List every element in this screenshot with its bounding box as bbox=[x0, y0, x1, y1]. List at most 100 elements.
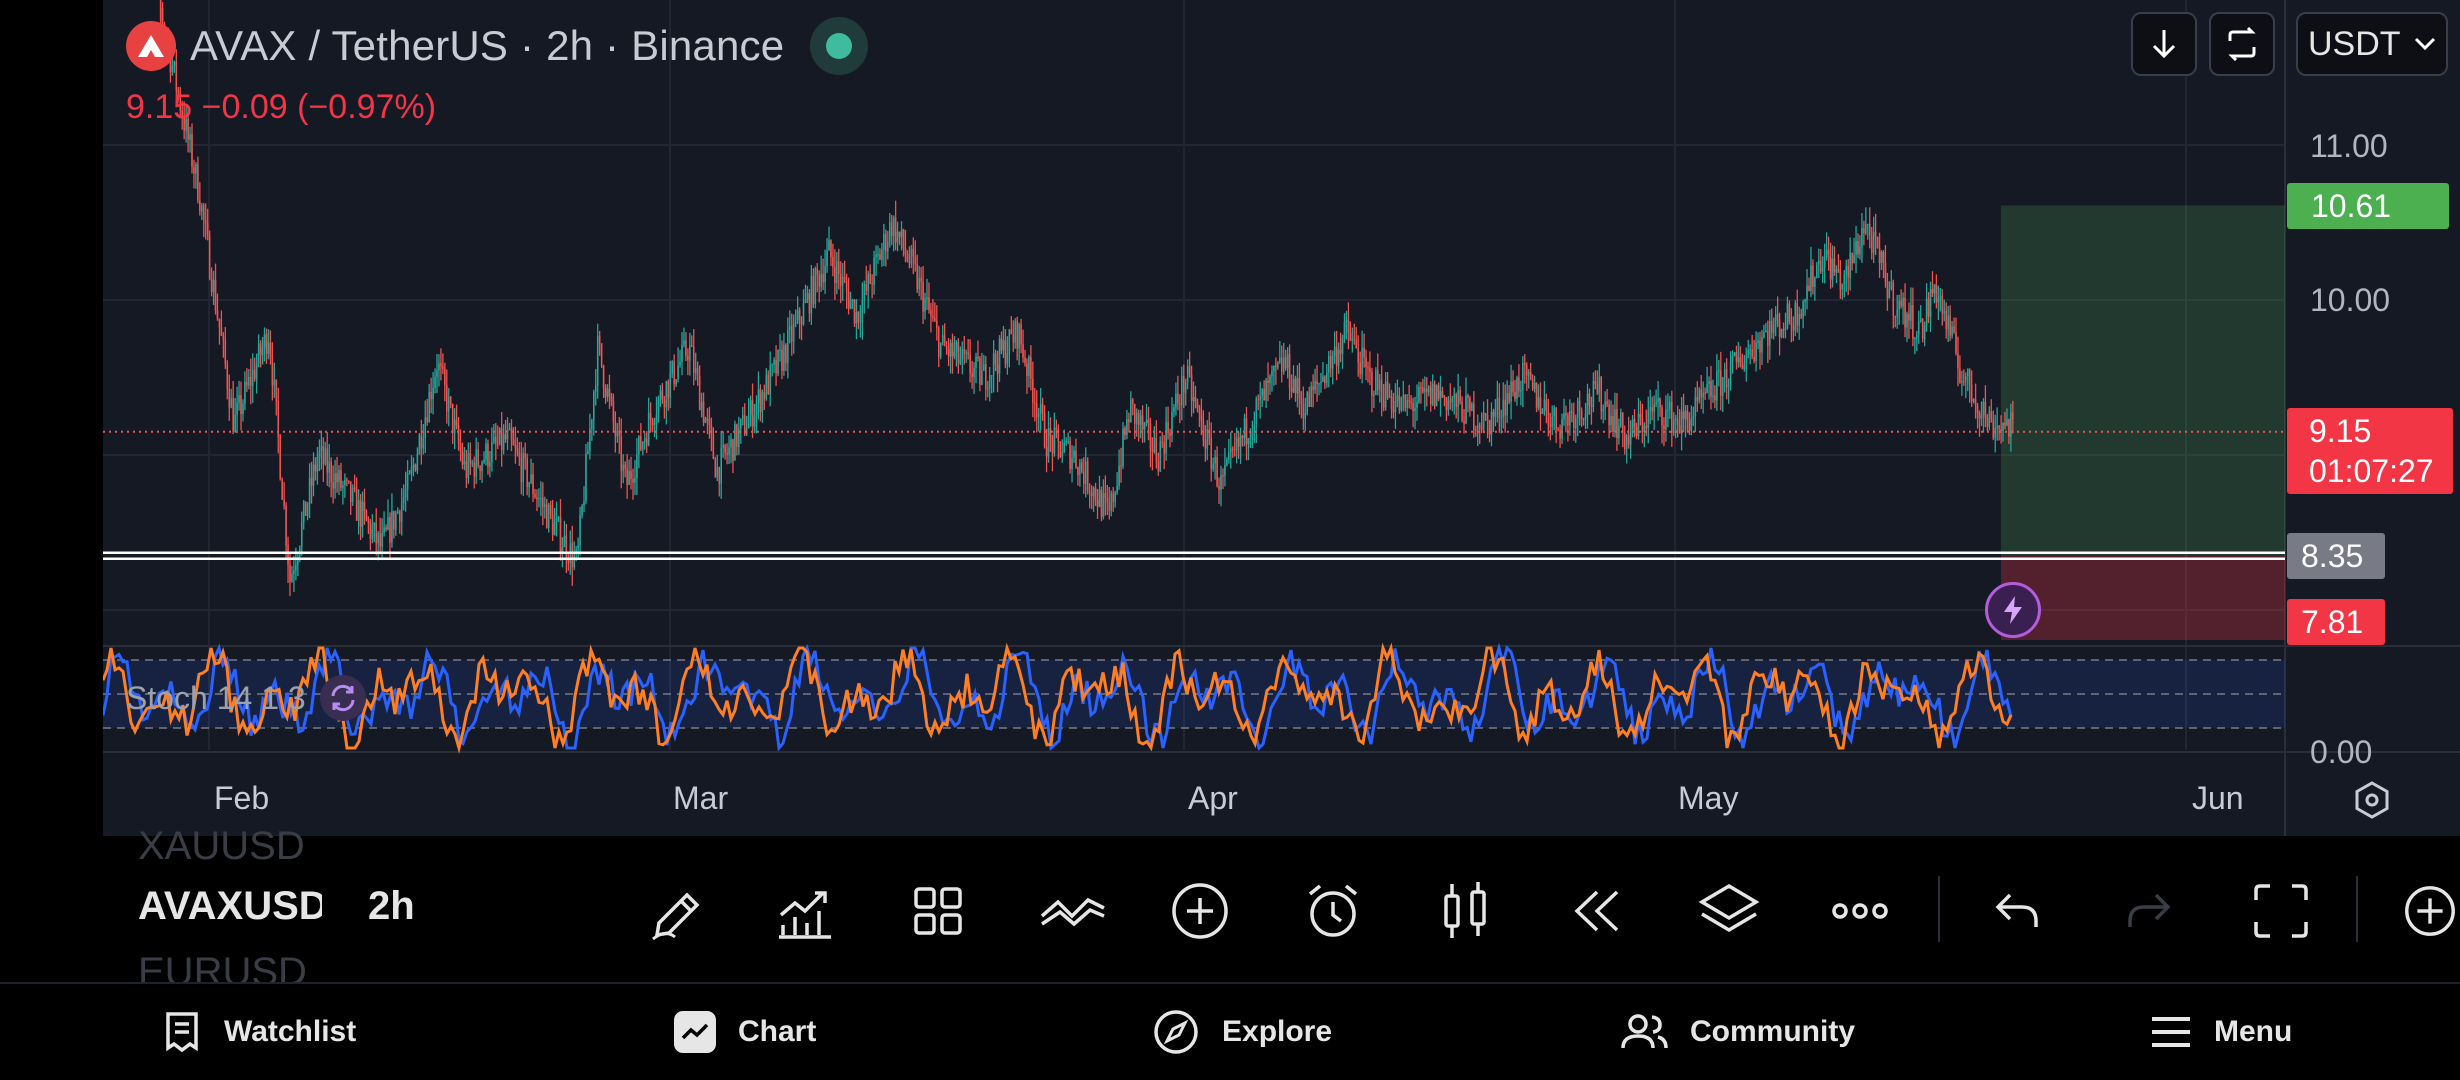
candle-body bbox=[283, 499, 285, 506]
candle-body bbox=[1916, 333, 1918, 339]
candle-body bbox=[1369, 368, 1371, 372]
toolbar-divider bbox=[1938, 876, 1940, 942]
price-chart[interactable] bbox=[103, 0, 2460, 836]
candle-body bbox=[783, 344, 785, 371]
add-button[interactable] bbox=[1165, 876, 1235, 946]
watchlist-prev-symbol[interactable]: XAUUSD bbox=[138, 824, 305, 868]
replay-button[interactable] bbox=[1562, 876, 1632, 946]
candle-body bbox=[1770, 320, 1773, 333]
layers-button[interactable] bbox=[1694, 876, 1764, 946]
candle-body bbox=[1378, 379, 1381, 391]
fullscreen-button[interactable] bbox=[2246, 876, 2316, 946]
candle-body bbox=[724, 445, 726, 453]
candle-body bbox=[1106, 497, 1109, 503]
candle-body bbox=[1439, 390, 1442, 399]
candle-body bbox=[857, 312, 860, 322]
indicators-button[interactable] bbox=[770, 876, 840, 946]
candle-body bbox=[1588, 393, 1591, 406]
candle-body bbox=[1933, 284, 1936, 294]
lightning-icon[interactable] bbox=[1985, 582, 2041, 638]
candle-body bbox=[877, 254, 879, 256]
candle-body bbox=[1353, 338, 1356, 340]
candle-body bbox=[687, 355, 689, 361]
candle-body bbox=[1688, 420, 1691, 432]
candle-body bbox=[1459, 390, 1461, 402]
undo-button[interactable] bbox=[1982, 876, 2052, 946]
candle-body bbox=[1257, 399, 1260, 401]
candle-body bbox=[542, 497, 544, 507]
candle-body bbox=[1200, 413, 1203, 421]
candle-body bbox=[510, 428, 513, 440]
nav-community[interactable]: Community bbox=[1620, 984, 1855, 1080]
candle-body bbox=[473, 462, 476, 477]
candle-body bbox=[218, 318, 221, 328]
candle-body bbox=[300, 521, 303, 547]
candle-body bbox=[945, 345, 948, 349]
interval-selector[interactable]: 2h bbox=[368, 884, 415, 928]
redo-button[interactable] bbox=[2114, 876, 2184, 946]
candle-body bbox=[1855, 240, 1857, 255]
refresh-button[interactable] bbox=[2209, 12, 2275, 76]
candle-body bbox=[881, 249, 883, 260]
sync-icon[interactable] bbox=[319, 675, 366, 721]
layouts-button[interactable] bbox=[903, 876, 973, 946]
candle-body bbox=[181, 110, 183, 119]
candle-body bbox=[330, 461, 332, 483]
currency-select[interactable]: USDT bbox=[2296, 12, 2448, 76]
candle-body bbox=[1035, 403, 1038, 418]
candle-body bbox=[1465, 395, 1467, 424]
candle-body bbox=[965, 352, 967, 354]
candle-body bbox=[538, 498, 540, 500]
indicator-legend[interactable]: Stoch 14 1 3 bbox=[126, 675, 366, 721]
candle-body bbox=[981, 370, 983, 385]
compare-button[interactable] bbox=[1033, 876, 1113, 946]
candle-body bbox=[1963, 381, 1965, 383]
candle-body bbox=[1700, 389, 1702, 398]
candle-body bbox=[1335, 346, 1338, 366]
candle-body bbox=[1931, 288, 1934, 294]
candle-body bbox=[1994, 427, 1996, 438]
candle-body bbox=[195, 164, 197, 174]
candle-body bbox=[1239, 436, 1242, 447]
candle-body bbox=[1094, 487, 1097, 500]
candle-body bbox=[1921, 318, 1924, 339]
candle-body bbox=[1179, 403, 1181, 406]
nav-explore[interactable]: Explore bbox=[1152, 984, 1332, 1080]
chart-area[interactable] bbox=[103, 0, 2460, 836]
watchlist-current-symbol[interactable]: AVAXUSD bbox=[138, 884, 322, 928]
candle-body bbox=[1739, 357, 1742, 366]
add-indicator-button[interactable] bbox=[2400, 876, 2460, 946]
candle-body bbox=[1290, 387, 1293, 392]
chart-type-button[interactable] bbox=[1430, 876, 1500, 946]
candle-body bbox=[1986, 418, 1989, 427]
download-button[interactable] bbox=[2131, 12, 2197, 76]
drawing-tool-button[interactable] bbox=[640, 876, 710, 946]
candle-body bbox=[1212, 463, 1214, 469]
chart-settings-icon[interactable] bbox=[2350, 778, 2394, 822]
candle-body bbox=[971, 372, 973, 378]
candle-body bbox=[1208, 429, 1211, 438]
symbol-header[interactable]: AVAX / TetherUS · 2h · Binance bbox=[126, 16, 869, 76]
redo-icon bbox=[2128, 893, 2171, 927]
candle-body bbox=[1814, 277, 1816, 287]
candle-body bbox=[1075, 450, 1077, 468]
nav-menu[interactable]: Menu bbox=[2150, 984, 2292, 1080]
candle-body bbox=[632, 478, 634, 483]
candle-body bbox=[467, 453, 470, 478]
more-button[interactable] bbox=[1825, 876, 1895, 946]
candle-body bbox=[665, 381, 668, 407]
candle-body bbox=[271, 356, 274, 386]
candle-body bbox=[1549, 424, 1552, 427]
market-status-icon[interactable] bbox=[810, 17, 869, 75]
candle-body bbox=[600, 343, 603, 366]
candle-body bbox=[1177, 393, 1179, 404]
nav-watchlist[interactable]: Watchlist bbox=[162, 984, 356, 1080]
alert-button[interactable] bbox=[1298, 876, 1368, 946]
candle-body bbox=[1667, 409, 1669, 411]
candle-body bbox=[1518, 377, 1520, 392]
nav-chart[interactable]: Chart bbox=[674, 984, 816, 1080]
candle-body bbox=[1088, 490, 1091, 493]
candle-body bbox=[516, 447, 519, 453]
candle-body bbox=[1571, 411, 1573, 413]
candle-body bbox=[1716, 370, 1718, 401]
